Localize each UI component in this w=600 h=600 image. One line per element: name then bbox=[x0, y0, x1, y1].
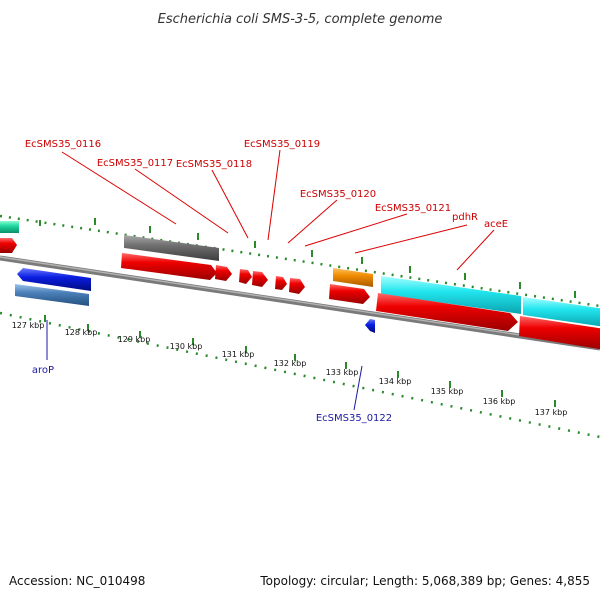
tick-label: 128 kbp bbox=[65, 328, 98, 337]
scale-dots-forward bbox=[0, 214, 600, 308]
cds-arrow-0119[interactable] bbox=[252, 271, 268, 287]
cds-arrow-aceE[interactable] bbox=[376, 293, 518, 331]
gene-gray[interactable] bbox=[124, 235, 219, 261]
tick-label: 137 kbp bbox=[535, 408, 568, 417]
label-EcSMS35_0117[interactable]: EcSMS35_0117 bbox=[97, 158, 173, 169]
scale-labels: 127 kbp 128 kbp 129 kbp 130 kbp 131 kbp … bbox=[12, 321, 568, 417]
cds-arrow-0118[interactable] bbox=[239, 269, 252, 284]
label-EcSMS35_0118[interactable]: EcSMS35_0118 bbox=[176, 159, 252, 170]
tick-label: 135 kbp bbox=[431, 387, 464, 396]
gene-orange[interactable] bbox=[333, 268, 373, 287]
genome-summary-text: Topology: circular; Length: 5,068,389 bp… bbox=[259, 574, 590, 588]
gene-cyan-2[interactable] bbox=[523, 297, 600, 327]
label-EcSMS35_0116[interactable]: EcSMS35_0116 bbox=[25, 139, 101, 150]
label-aroP[interactable]: aroP bbox=[32, 365, 54, 376]
cds-arrow-aceF[interactable] bbox=[519, 316, 600, 350]
cds-arrow-left-edge[interactable] bbox=[0, 238, 17, 253]
gene-steel[interactable] bbox=[15, 284, 89, 306]
gene-blue-aroP[interactable] bbox=[17, 268, 91, 291]
tick-label: 133 kbp bbox=[326, 368, 359, 377]
tick-label: 127 kbp bbox=[12, 321, 45, 330]
scale-major-ticks-forward bbox=[39, 218, 576, 298]
forward-features bbox=[0, 221, 600, 350]
tick-label: 132 kbp bbox=[274, 359, 307, 368]
label-EcSMS35_0122[interactable]: EcSMS35_0122 bbox=[316, 413, 392, 424]
genome-backbone bbox=[0, 255, 600, 351]
tick-label: 130 kbp bbox=[170, 342, 203, 351]
label-EcSMS35_0121[interactable]: EcSMS35_0121 bbox=[375, 203, 451, 214]
map-title: Escherichia coli SMS-3-5, complete genom… bbox=[158, 12, 443, 27]
scale-major-ticks-reverse bbox=[44, 315, 556, 407]
accession-text: Accession: NC_010498 bbox=[9, 574, 145, 588]
label-EcSMS35_0119[interactable]: EcSMS35_0119 bbox=[244, 139, 320, 150]
gene-teal[interactable] bbox=[0, 221, 19, 233]
gene-blue-0122[interactable] bbox=[365, 319, 375, 333]
label-aceE[interactable]: aceE bbox=[484, 219, 508, 230]
cds-arrow-0120[interactable] bbox=[275, 276, 287, 290]
reverse-labels: aroP EcSMS35_0122 bbox=[32, 365, 392, 424]
label-pdhR[interactable]: pdhR bbox=[452, 212, 478, 223]
genome-backbone-highlight bbox=[0, 256, 600, 348]
tick-label: 129 kbp bbox=[118, 335, 151, 344]
cds-arrow-0117[interactable] bbox=[215, 265, 232, 281]
forward-labels: EcSMS35_0116 EcSMS35_0117 EcSMS35_0118 E… bbox=[25, 139, 508, 230]
scale-dots-reverse bbox=[0, 311, 600, 439]
label-EcSMS35_0120[interactable]: EcSMS35_0120 bbox=[300, 189, 376, 200]
cds-arrow-0121[interactable] bbox=[289, 278, 305, 294]
tick-label: 131 kbp bbox=[222, 350, 255, 359]
callout-lines bbox=[46, 149, 495, 411]
cds-arrow-0116[interactable] bbox=[121, 253, 217, 280]
tick-label: 136 kbp bbox=[483, 397, 516, 406]
scale-track bbox=[0, 214, 600, 439]
cds-arrow-pdhR[interactable] bbox=[329, 284, 370, 304]
reverse-features bbox=[15, 268, 375, 333]
gene-cyan-1[interactable] bbox=[381, 276, 521, 314]
tick-label: 134 kbp bbox=[379, 377, 412, 386]
